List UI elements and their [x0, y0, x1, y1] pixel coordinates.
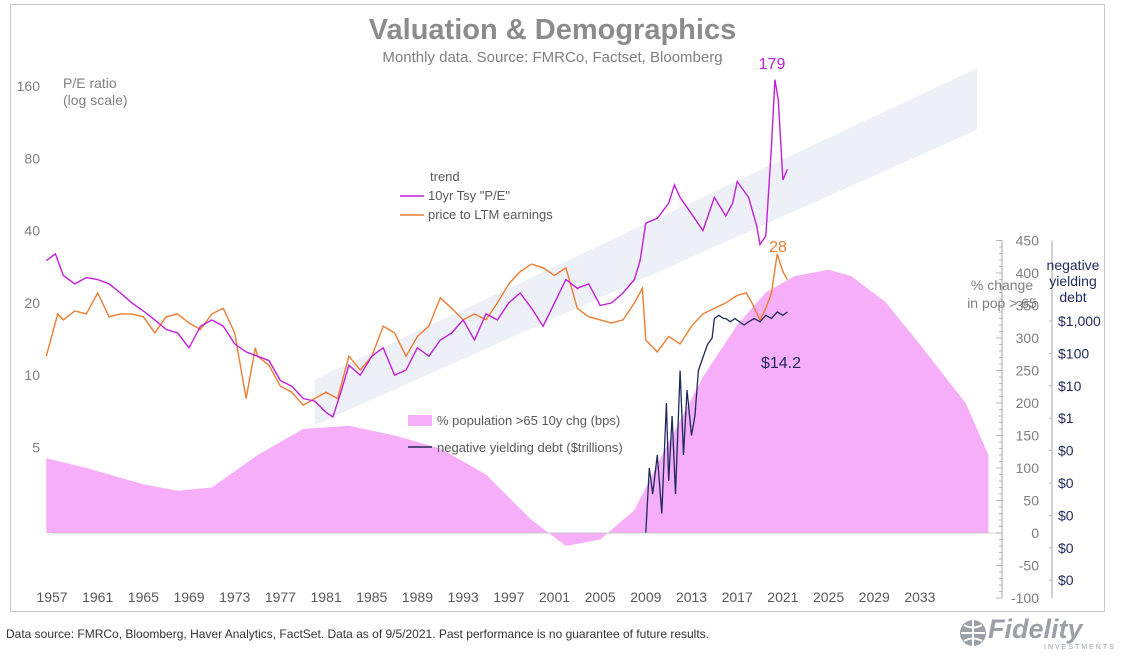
debt-axis-label: debt — [1059, 289, 1086, 305]
x-tick-label: 2029 — [859, 589, 890, 605]
x-tick-label: 2009 — [630, 589, 661, 605]
trend-band-layer — [314, 68, 978, 426]
tsy-peak-label: 179 — [759, 56, 786, 73]
pop-tick-label: 200 — [1016, 395, 1040, 411]
x-tick-label: 2005 — [585, 589, 616, 605]
x-tick-label: 1989 — [402, 589, 433, 605]
x-tick-label: 1997 — [493, 589, 524, 605]
x-tick-label: 2021 — [767, 589, 798, 605]
pop-tick-label: 300 — [1016, 330, 1040, 346]
debt-tick-label: $0 — [1058, 443, 1074, 459]
y-tick-label: 40 — [24, 223, 40, 239]
pe-last-label: 28 — [769, 239, 787, 256]
x-tick-label: 1973 — [219, 589, 250, 605]
x-tick-label: 1961 — [82, 589, 113, 605]
pop-tick-label: -100 — [1011, 590, 1039, 606]
legend-pop-swatch — [408, 415, 432, 426]
pop-tick-label: 250 — [1016, 363, 1040, 379]
y-axis-label: P/E ratio — [63, 75, 117, 91]
pop-tick-label: -50 — [1019, 558, 1039, 574]
pop-axis-label: in pop > 65 — [967, 295, 1037, 311]
fidelity-logo: Fidelity INVESTMENTS — [958, 614, 1118, 652]
population-area — [46, 269, 989, 546]
y-axis-label: (log scale) — [63, 92, 128, 108]
pop-axis-label: % change — [971, 277, 1033, 293]
debt-tick-label: $0 — [1058, 572, 1074, 588]
debt-tick-label: $100 — [1058, 345, 1089, 361]
debt-tick-label: $10 — [1058, 378, 1082, 394]
negative-debt-line — [645, 311, 788, 534]
debt-tick-label: $0 — [1058, 540, 1074, 556]
population-area-layer — [46, 269, 989, 546]
pop-tick-label: 100 — [1016, 460, 1040, 476]
pop-tick-label: 350 — [1016, 298, 1040, 314]
pop-tick-label: 450 — [1016, 233, 1040, 249]
x-tick-label: 1977 — [265, 589, 296, 605]
debt-tick-label: $0 — [1058, 475, 1074, 491]
x-tick-label: 2033 — [904, 589, 935, 605]
y-tick-label: 5 — [32, 440, 40, 456]
debt-tick-label: $1 — [1058, 410, 1074, 426]
y-tick-label: 20 — [24, 295, 40, 311]
axes-layer: 160 80 40 20 10 5 P/E ratio(log scale) 1957 1961… — [17, 75, 1101, 606]
pop-tick-label: 400 — [1016, 265, 1040, 281]
debt-tick-label: $1,000 — [1058, 313, 1101, 329]
footer-note: Data source: FMRCo, Bloomberg, Haver Ana… — [6, 627, 710, 641]
tsy-pe-line — [45, 79, 789, 419]
debt-axis-label: yielding — [1049, 273, 1096, 289]
label-layer: trend 10yr Tsy "P/E" price to LTM earnings… — [400, 56, 801, 455]
debt-last-label: $14.2 — [761, 355, 801, 372]
x-tick-label: 1981 — [311, 589, 342, 605]
y-tick-label: 80 — [24, 150, 40, 166]
debt-axis-label: negative — [1047, 257, 1100, 273]
pop-tick-label: 50 — [1023, 493, 1039, 509]
x-tick-label: 2017 — [722, 589, 753, 605]
legend-tsy: 10yr Tsy "P/E" — [428, 188, 510, 203]
pop-tick-label: 150 — [1016, 428, 1040, 444]
trend-band — [314, 68, 978, 426]
x-tick-label: 2025 — [813, 589, 844, 605]
chart-subtitle: Monthly data. Source: FMRCo, Factset, Bl… — [382, 49, 723, 66]
debt-tick-label: $0 — [1058, 507, 1074, 523]
pop-tick-label: 0 — [1031, 525, 1039, 541]
legend-pe: price to LTM earnings — [428, 207, 553, 222]
chart-area: 160 80 40 20 10 5 P/E ratio(log scale) 1957 1961… — [17, 56, 1101, 606]
x-tick-label: 2001 — [539, 589, 570, 605]
legend-trend: trend — [430, 169, 460, 184]
logo-subtext: INVESTMENTS — [1044, 644, 1116, 651]
pe-line — [45, 253, 789, 407]
legend-pop: % population >65 10y chg (bps) — [437, 413, 620, 428]
x-tick-label: 1957 — [36, 589, 67, 605]
chart-frame — [10, 4, 1105, 612]
y-tick-label: 10 — [24, 367, 40, 383]
x-tick-label: 1969 — [173, 589, 204, 605]
x-tick-label: 2013 — [676, 589, 707, 605]
logo-text: Fidelity — [988, 614, 1083, 644]
legend-debt: negative yielding debt ($trillions) — [437, 440, 623, 455]
x-tick-label: 1985 — [356, 589, 387, 605]
fidelity-globe-icon — [960, 620, 986, 646]
line-layer — [45, 79, 789, 534]
chart-title: Valuation & Demographics — [368, 14, 737, 46]
x-tick-label: 1993 — [448, 589, 479, 605]
y-tick-label: 160 — [17, 78, 41, 94]
x-tick-label: 1965 — [128, 589, 159, 605]
